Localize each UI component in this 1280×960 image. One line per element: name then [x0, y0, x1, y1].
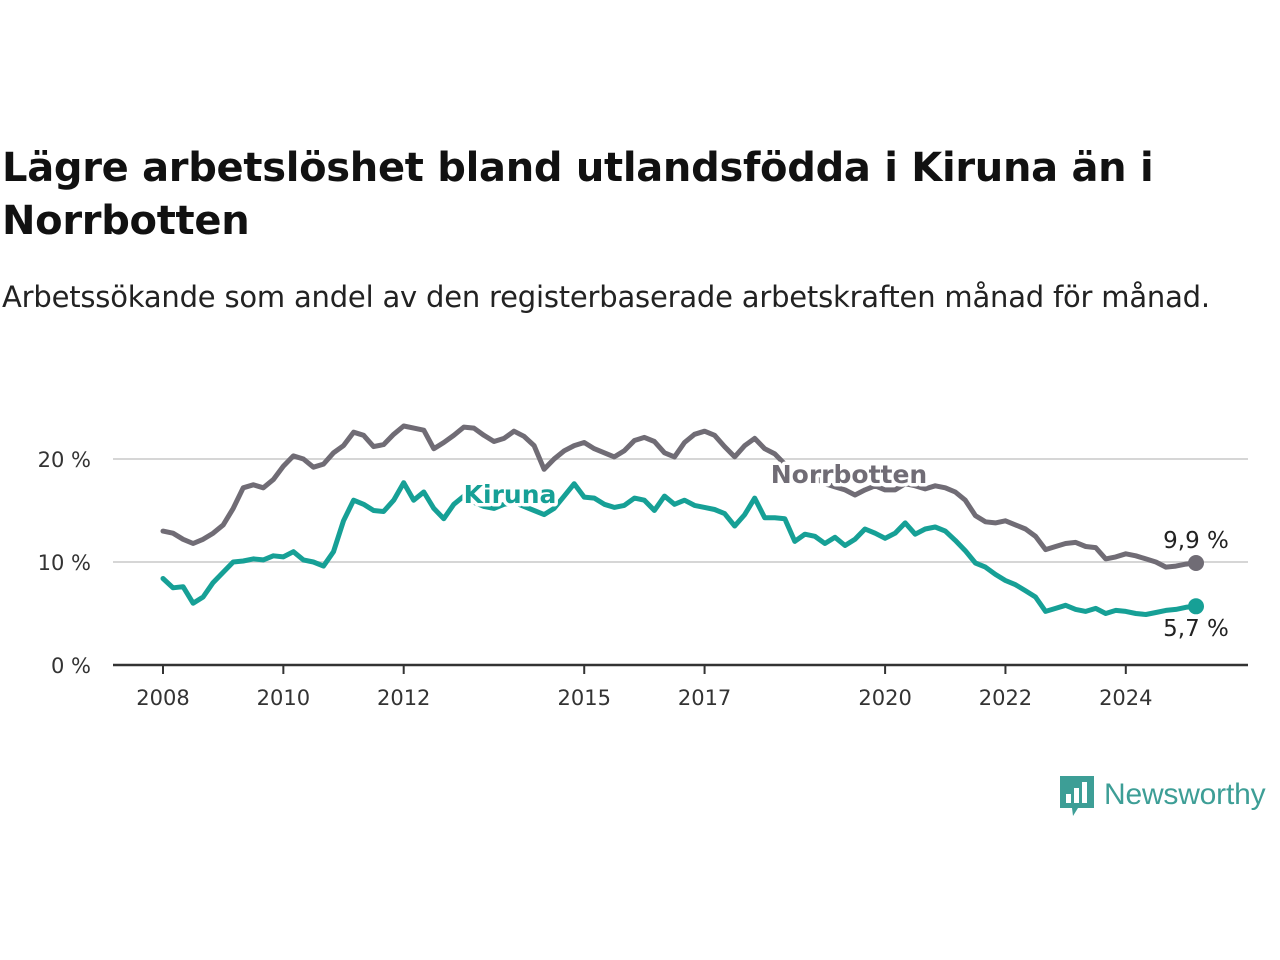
series-label-kiruna: Kiruna	[464, 480, 557, 509]
series-lines	[160, 423, 1204, 617]
x-tick-label: 2017	[678, 686, 731, 710]
brand-logo: Newsworthy	[1058, 772, 1266, 818]
end-value-label-kiruna: 5,7 %	[1163, 616, 1229, 642]
y-tick-label: 20 %	[38, 448, 91, 472]
end-value-label-norrbotten: 9,9 %	[1163, 528, 1229, 554]
end-point-kiruna	[1188, 598, 1204, 615]
gridlines	[113, 458, 1248, 563]
chart-title: Lägre arbetslöshet bland utlandsfödda i …	[2, 145, 1154, 244]
series-line-kiruna	[160, 480, 1199, 617]
x-tick-label: 2020	[858, 686, 911, 710]
x-tick-label: 2022	[979, 686, 1032, 710]
y-tick-label: 10 %	[38, 551, 91, 575]
x-tick-label: 2012	[377, 686, 430, 710]
line-chart: 0 % 10 % 20 % 2008 2010 2012 2015 2017 2020 2022…	[38, 423, 1248, 710]
x-tick-label: 2010	[257, 686, 310, 710]
brand-name: Newsworthy	[1104, 778, 1266, 811]
x-tick-label: 2015	[557, 686, 610, 710]
y-axis: 0 % 10 % 20 %	[38, 448, 91, 678]
x-tick-label: 2008	[136, 686, 189, 710]
bar-chart-speech-icon	[1060, 776, 1094, 816]
series-labels: Norrbotten 9,9 % Kiruna 5,7 %	[460, 457, 1231, 645]
x-tick-label: 2024	[1099, 686, 1152, 710]
chart-subtitle: Arbetssökande som andel av den registerb…	[2, 280, 1210, 314]
end-point-norrbotten	[1188, 555, 1204, 572]
series-line-norrbotten	[160, 423, 1199, 570]
y-tick-label: 0 %	[51, 654, 91, 678]
x-axis: 2008 2010 2012 2015 2017 2020 2022 2024	[113, 663, 1248, 710]
series-label-norrbotten: Norrbotten	[771, 460, 927, 489]
